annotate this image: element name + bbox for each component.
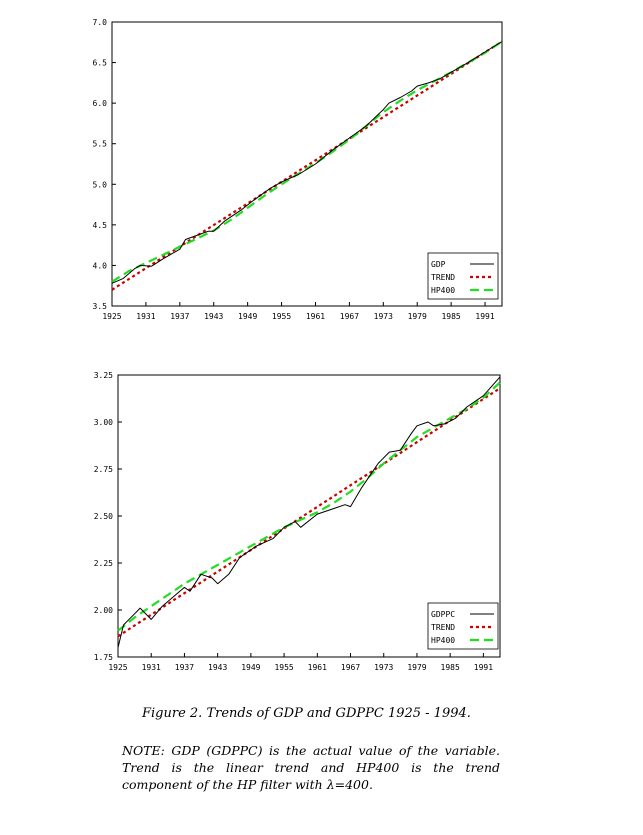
gdppc-x-tick-label: 1961	[308, 663, 327, 672]
gdppc-x-tick-label: 1979	[407, 663, 426, 672]
gdppc-x-tick-label: 1955	[274, 663, 293, 672]
gdppc-x-tick-label: 1925	[108, 663, 127, 672]
gdp-y-tick-label: 5.0	[93, 180, 108, 189]
gdp-legend-label-trend: TREND	[431, 273, 455, 282]
gdppc-series-hp400	[117, 381, 501, 632]
gdppc-y-tick-label: 3.25	[94, 371, 113, 380]
gdp-x-tick-label: 1925	[102, 312, 121, 321]
gdppc-x-tick-label: 1931	[142, 663, 161, 672]
gdp-series-trend	[111, 40, 503, 291]
gdppc-y-tick-label: 2.75	[94, 465, 113, 474]
gdppc-chart: 1.75 2.00 2.25 2.50 2.75 3.00 3.25 1925 1931 1937…	[94, 371, 501, 672]
gdp-x-tick-label: 1991	[475, 312, 494, 321]
gdp-x-tick-label: 1955	[272, 312, 291, 321]
gdp-x-tick-label: 1943	[204, 312, 223, 321]
gdppc-x-tick-label: 1985	[441, 663, 460, 672]
gdppc-y-tick-label: 2.25	[94, 559, 113, 568]
gdppc-x-tick-label: 1949	[241, 663, 260, 672]
gdppc-x-tick-label: 1937	[175, 663, 194, 672]
gdp-plot-frame	[111, 21, 503, 307]
gdp-legend-label-gdp: GDP	[431, 260, 446, 269]
gdp-x-tick-label: 1973	[374, 312, 393, 321]
figure-caption: Figure 2. Trends of GDP and GDPPC 1925 -…	[142, 706, 471, 721]
gdp-y-tick-label: 4.0	[93, 261, 108, 270]
gdp-chart: 3.5 4.0 4.5 5.0 5.5 6.0 6.5 7.0 1925 1931 1937 1943…	[93, 18, 503, 321]
gdppc-legend-label-gdppc: GDPPC	[431, 610, 455, 619]
gdppc-y-tick-label: 2.50	[94, 512, 113, 521]
gdppc-legend-label-hp400: HP400	[431, 636, 455, 645]
gdp-legend-box	[427, 252, 499, 300]
gdppc-y-tick-label: 1.75	[94, 653, 113, 662]
gdppc-series-gdppc	[117, 376, 501, 648]
gdp-series-gdp	[111, 41, 503, 284]
gdppc-legend-box	[427, 602, 499, 650]
gdp-y-tick-label: 4.5	[93, 221, 108, 230]
gdp-y-tick-label: 5.5	[93, 140, 108, 149]
gdp-x-tick-label: 1961	[306, 312, 325, 321]
gdppc-x-tick-label: 1991	[474, 663, 493, 672]
gdp-x-tick-label: 1937	[170, 312, 189, 321]
gdppc-legend-label-trend: TREND	[431, 623, 455, 632]
gdp-x-tick-label: 1967	[340, 312, 359, 321]
gdppc-x-tick-label: 1973	[374, 663, 393, 672]
gdppc-y-tick-label: 3.00	[94, 418, 113, 427]
gdp-y-tick-label: 6.5	[93, 59, 108, 68]
gdp-x-tick-label: 1931	[136, 312, 155, 321]
gdp-y-tick-label: 6.0	[93, 99, 108, 108]
gdp-y-tick-label: 7.0	[93, 18, 108, 27]
gdp-legend-label-hp400: HP400	[431, 286, 455, 295]
gdp-series-hp400	[111, 40, 503, 283]
gdp-x-tick-label: 1979	[408, 312, 427, 321]
figure-note: NOTE: GDP (GDPPC) is the actual value of…	[122, 743, 500, 792]
gdp-x-tick-label: 1949	[238, 312, 257, 321]
gdppc-y-tick-label: 2.00	[94, 606, 113, 615]
gdppc-x-tick-label: 1967	[341, 663, 360, 672]
gdppc-series-trend	[117, 387, 501, 638]
gdp-y-tick-label: 3.5	[93, 302, 108, 311]
gdp-x-tick-label: 1985	[441, 312, 460, 321]
gdppc-x-tick-label: 1943	[208, 663, 227, 672]
